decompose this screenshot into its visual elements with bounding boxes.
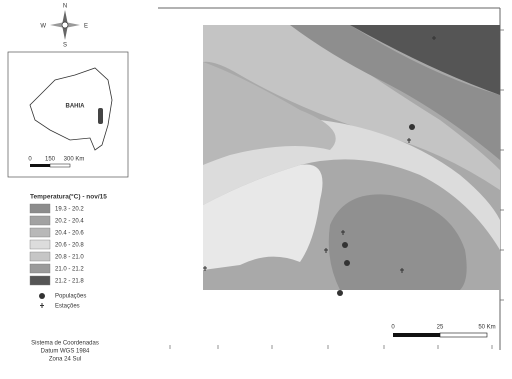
legend-label: 20.2 - 20.4 <box>55 219 84 225</box>
inset-map: N S E W BAHIA 0 150 300 Km <box>7 4 129 178</box>
scale-label: 0 <box>28 157 32 163</box>
legend-swatch <box>29 263 51 274</box>
legend-swatch <box>29 251 51 262</box>
legend-label: 20.4 - 20.6 <box>55 231 84 237</box>
compass-label: E <box>84 24 88 30</box>
legend-swatch <box>29 203 51 214</box>
legend: Temperatura(°C) - nov/15 19.3 - 20.2 20.2… <box>29 193 107 310</box>
note-line: Datum WGS 1984 <box>41 349 90 355</box>
legend-label: 19.3 - 20.2 <box>55 207 84 213</box>
scale-label: 150 <box>45 157 56 163</box>
compass-label: S <box>63 43 67 49</box>
legend-symbol <box>39 293 45 299</box>
legend-swatch <box>29 215 51 226</box>
legend-label: Populações <box>55 294 86 300</box>
compass-label: N <box>63 4 67 10</box>
legend-label: 21.2 - 21.8 <box>55 279 84 285</box>
scale-label: 25 <box>437 325 444 331</box>
note-line: Zona 24 Sul <box>49 357 81 363</box>
legend-swatch <box>29 227 51 238</box>
scale-label: 50 Km <box>478 325 495 331</box>
legend-title: Temperatura(°C) - nov/15 <box>30 193 107 201</box>
state-label: BAHIA <box>66 104 86 110</box>
main-map <box>158 7 504 350</box>
legend-label: 21.0 - 21.2 <box>55 267 84 273</box>
coordinate-note: Sistema de Coordenadas Datum WGS 1984 Zo… <box>31 341 99 363</box>
scale-label: 300 Km <box>64 157 85 163</box>
legend-swatch <box>29 239 51 250</box>
legend-label: Estações <box>55 304 80 310</box>
scale-bar: 0 25 50 Km <box>391 325 496 338</box>
legend-swatch <box>29 275 51 286</box>
compass-label: W <box>40 24 46 30</box>
note-line: Sistema de Coordenadas <box>31 341 99 347</box>
scale-label: 0 <box>391 325 395 331</box>
legend-symbol <box>40 303 44 308</box>
legend-label: 20.8 - 21.0 <box>55 255 84 261</box>
legend-label: 20.6 - 20.8 <box>55 243 84 249</box>
